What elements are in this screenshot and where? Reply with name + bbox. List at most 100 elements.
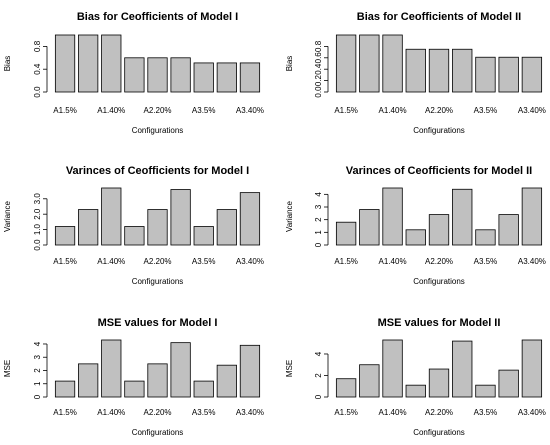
bar-A3.5% <box>475 56 496 93</box>
chart-title: MSE values for Model I <box>98 317 218 329</box>
x-axis-label: Configurations <box>413 277 465 286</box>
y-axis-label: MSE <box>3 360 12 377</box>
bar-A1.20% <box>359 364 380 398</box>
chart-panel-3: Varinces of Ceofficients for Model I A1.5… <box>3 165 264 286</box>
bar-A2.20% <box>428 214 450 246</box>
y-tick-label: 3.0 <box>33 193 42 205</box>
x-tick-label: A3.5% <box>474 106 498 115</box>
bar-A3.20% <box>498 214 519 246</box>
x-tick-label: A3.5% <box>474 408 498 417</box>
chart-title: Varinces of Ceofficients for Model II <box>346 165 532 177</box>
bar-A2.40% <box>170 57 191 93</box>
y-tick-label: 0.0 <box>314 86 323 98</box>
bar-A2.40% <box>452 188 473 246</box>
x-axis-label: Configurations <box>132 126 184 135</box>
x-axis-label: Configurations <box>413 126 465 135</box>
bar-A2.40% <box>452 340 473 398</box>
bar-A1.5% <box>54 226 76 246</box>
bar-A1.5% <box>54 380 76 398</box>
bar-A1.40% <box>382 187 403 246</box>
bar-A1.20% <box>78 34 99 93</box>
x-tick-label: A3.5% <box>192 408 216 417</box>
y-tick-label: 0.4 <box>314 63 323 75</box>
bar-A3.40% <box>239 62 261 93</box>
y-axis-label: Bias <box>285 56 294 72</box>
x-tick-label: A1.5% <box>53 106 77 115</box>
bar-A1.40% <box>382 34 403 93</box>
bar-A1.20% <box>78 363 99 398</box>
x-tick-label: A3.40% <box>518 257 546 266</box>
bar-A3.40% <box>521 56 543 93</box>
chart-panel-5: MSE values for Model I A1.5% A1.40% A2.20% A… <box>3 317 264 437</box>
x-tick-label: A3.5% <box>192 106 216 115</box>
x-tick-label: A1.40% <box>97 408 125 417</box>
x-tick-label: A1.40% <box>379 257 407 266</box>
x-tick-label: A3.40% <box>518 408 546 417</box>
y-axis-label: Variance <box>3 200 12 232</box>
x-tick-label: A1.5% <box>53 257 77 266</box>
x-tick-label: A1.40% <box>97 106 125 115</box>
y-tick-label: 4 <box>314 351 323 356</box>
y-tick-label: 0.6 <box>314 52 323 64</box>
bar-A3.40% <box>521 187 543 246</box>
y-axis-label: MSE <box>285 360 294 377</box>
bar-A2.20% <box>147 209 168 246</box>
bar-A2.20% <box>147 57 168 93</box>
bar-A3.40% <box>521 339 543 398</box>
bar-A3.20% <box>498 56 519 93</box>
x-tick-label: A3.40% <box>236 106 264 115</box>
x-tick-label: A3.40% <box>236 408 264 417</box>
x-tick-label: A2.20% <box>425 106 453 115</box>
bar-A1.20% <box>359 209 380 246</box>
chart-title: Bias for Ceofficients of Model I <box>77 11 238 23</box>
bar-A1.20% <box>78 209 99 246</box>
y-tick-label: 4 <box>314 192 323 197</box>
x-tick-label: A2.20% <box>425 408 453 417</box>
y-tick-label: 1.0 <box>33 223 42 235</box>
chart-panel-4: Varinces of Ceofficients for Model II A1.… <box>285 165 546 286</box>
bar-A3.5% <box>475 229 496 246</box>
y-tick-label: 0.8 <box>314 40 323 52</box>
y-tick-label: 0 <box>314 242 323 247</box>
x-tick-label: A1.40% <box>97 257 125 266</box>
y-tick-label: 0.2 <box>314 74 323 86</box>
y-tick-label: 0.0 <box>33 86 42 98</box>
bar-A1.40% <box>101 34 122 93</box>
x-tick-label: A1.40% <box>379 106 407 115</box>
chart-title: Bias for Ceofficients of Model II <box>357 11 521 23</box>
x-tick-label: A3.5% <box>192 257 216 266</box>
x-tick-label: A1.5% <box>53 408 77 417</box>
bar-A3.20% <box>216 364 237 398</box>
bar-A1.40% <box>382 339 403 398</box>
bar-A2.5% <box>124 226 145 246</box>
y-tick-label: 2 <box>33 368 42 373</box>
bar-A3.5% <box>475 384 496 398</box>
bar-A1.5% <box>335 378 357 398</box>
bar-A3.20% <box>498 369 519 398</box>
bar-A1.40% <box>101 187 122 246</box>
y-axis-label: Bias <box>3 56 12 72</box>
bar-A2.20% <box>428 368 450 398</box>
y-tick-label: 0 <box>33 394 42 399</box>
x-axis-label: Configurations <box>413 428 465 437</box>
bar-A3.40% <box>239 344 261 398</box>
x-tick-label: A3.5% <box>474 257 498 266</box>
y-tick-label: 2 <box>314 373 323 378</box>
bar-A2.5% <box>405 384 426 398</box>
bar-A3.40% <box>239 192 261 246</box>
bar-A1.5% <box>335 34 357 93</box>
chart-panel-2: Bias for Ceofficients of Model II A1.5% A1… <box>285 11 546 135</box>
y-tick-label: 1 <box>314 230 323 235</box>
y-tick-label: 4 <box>33 341 42 346</box>
bar-A2.5% <box>124 57 145 93</box>
x-tick-label: A3.40% <box>518 106 546 115</box>
y-axis-label: Variance <box>285 200 294 232</box>
bar-A2.40% <box>170 189 191 246</box>
y-tick-label: 0.8 <box>33 40 42 52</box>
bar-A2.20% <box>147 363 168 398</box>
y-tick-label: 2.0 <box>33 208 42 220</box>
bar-A2.5% <box>405 48 426 93</box>
chart-panel-1: Bias for Ceofficients of Model I A1.5% A1.… <box>3 11 264 135</box>
y-tick-label: 0.0 <box>33 239 42 251</box>
x-tick-label: A2.20% <box>143 106 171 115</box>
